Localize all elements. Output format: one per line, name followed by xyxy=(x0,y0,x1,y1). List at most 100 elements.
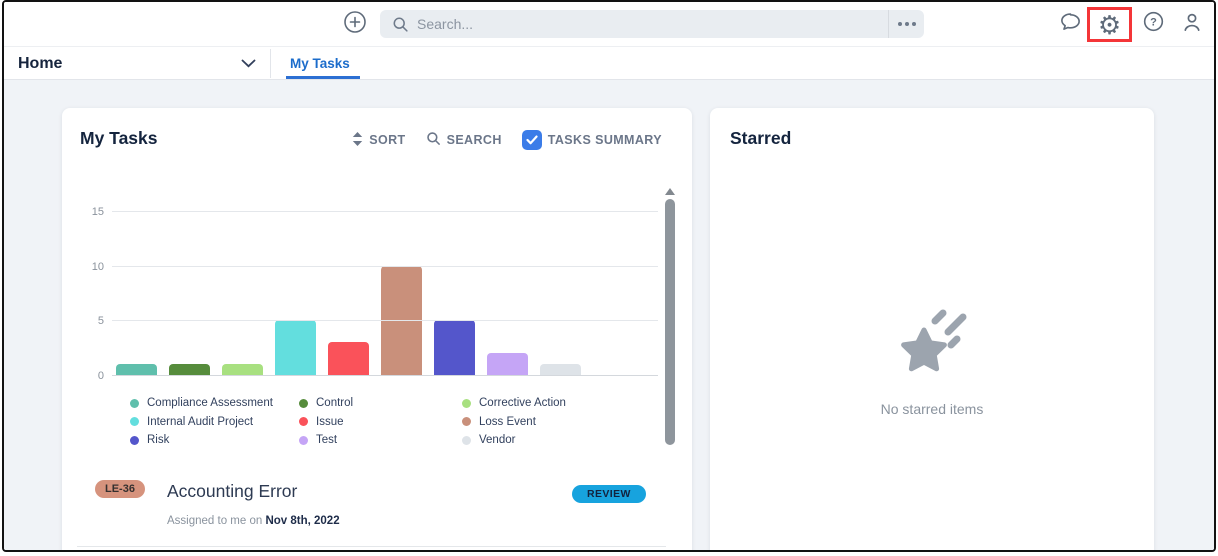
help-circle-icon: ? xyxy=(1142,10,1165,38)
chart-legend: Compliance Assessment Control Corrective A… xyxy=(130,397,566,446)
gridline xyxy=(112,265,658,267)
legend-dot xyxy=(299,417,308,426)
active-tab-underline xyxy=(286,76,360,79)
starred-empty-state: No starred items xyxy=(710,304,1154,417)
legend-item: Internal Audit Project xyxy=(130,416,299,428)
my-tasks-controls: SORT SEARCH TASKS xyxy=(352,130,662,150)
legend-dot xyxy=(130,398,139,408)
topbar: ⚙ ? xyxy=(4,2,1214,46)
search-tasks-button[interactable]: SEARCH xyxy=(426,131,502,149)
legend-dot xyxy=(462,417,471,426)
starred-card: Starred No starred items xyxy=(710,108,1154,550)
bar-loss-event[interactable] xyxy=(381,265,422,375)
legend-item: Test xyxy=(299,434,462,446)
bar-internal-audit-project[interactable] xyxy=(275,320,316,375)
navbar: Home My Tasks xyxy=(4,46,1214,80)
sort-icon xyxy=(352,131,363,149)
user-profile-button[interactable] xyxy=(1173,2,1211,46)
gridline xyxy=(112,375,658,376)
person-icon xyxy=(1180,10,1204,39)
content-area: My Tasks SORT xyxy=(4,81,1214,550)
task-status-badge: REVIEW xyxy=(572,485,646,503)
task-title[interactable]: Accounting Error xyxy=(167,481,298,501)
bar-compliance-assessment[interactable] xyxy=(116,364,157,375)
task-divider xyxy=(77,546,666,547)
bar-corrective-action[interactable] xyxy=(222,364,263,375)
legend-item: Risk xyxy=(130,434,299,446)
scroll-up-icon[interactable] xyxy=(664,188,675,195)
legend-dot xyxy=(299,398,308,408)
gridline xyxy=(112,320,658,322)
global-search xyxy=(380,10,924,38)
legend-item: Vendor xyxy=(462,434,566,446)
y-tick-label: 0 xyxy=(97,370,104,382)
my-tasks-title: My Tasks xyxy=(80,128,158,148)
chat-button[interactable] xyxy=(1052,2,1088,46)
create-button[interactable] xyxy=(338,2,372,46)
tasks-summary-label: TASKS SUMMARY xyxy=(547,133,662,147)
tasks-summary-toggle[interactable]: TASKS SUMMARY xyxy=(521,130,662,150)
legend-label: Compliance Assessment xyxy=(147,397,273,409)
task-assigned-text: Assigned to me on Nov 8th, 2022 xyxy=(167,515,340,527)
check-icon xyxy=(526,135,538,145)
ellipsis-icon xyxy=(897,22,902,26)
bar-risk[interactable] xyxy=(434,320,475,375)
sort-button[interactable]: SORT xyxy=(352,131,406,149)
starred-title: Starred xyxy=(730,128,792,148)
legend-label: Test xyxy=(316,434,338,446)
scrollbar-thumb[interactable] xyxy=(664,199,675,445)
gridline xyxy=(112,211,658,213)
legend-dot xyxy=(462,435,471,445)
help-button[interactable]: ? xyxy=(1135,2,1171,46)
y-tick-label: 15 xyxy=(91,206,104,219)
svg-text:?: ? xyxy=(1150,17,1157,29)
chart-scrollbar[interactable] xyxy=(664,188,675,445)
settings-highlight-box: ⚙ xyxy=(1087,7,1132,42)
legend-label: Vendor xyxy=(479,434,516,446)
assigned-prefix: Assigned to me on xyxy=(167,515,266,527)
legend-item: Compliance Assessment xyxy=(130,397,299,409)
legend-dot xyxy=(130,435,139,445)
legend-item: Control xyxy=(299,397,462,409)
tasks-summary-checkbox[interactable] xyxy=(521,130,542,150)
legend-label: Corrective Action xyxy=(479,397,566,409)
legend-item: Loss Event xyxy=(462,416,566,428)
starred-empty-text: No starred items xyxy=(880,401,984,417)
legend-label: Loss Event xyxy=(479,415,536,428)
bar-control[interactable] xyxy=(169,364,210,375)
assigned-date: Nov 8th, 2022 xyxy=(265,515,340,527)
nav-divider xyxy=(270,49,271,78)
task-id-badge: LE-36 xyxy=(95,480,145,498)
gear-icon[interactable]: ⚙ xyxy=(1097,9,1122,40)
bar-vendor[interactable] xyxy=(540,364,581,375)
bar-chart-grid xyxy=(112,196,658,376)
my-tasks-card: My Tasks SORT xyxy=(62,108,692,550)
home-dropdown[interactable]: Home xyxy=(4,47,270,80)
sort-label: SORT xyxy=(369,133,406,147)
legend-label: Risk xyxy=(147,434,170,446)
legend-dot xyxy=(130,417,139,426)
legend-label: Control xyxy=(316,397,354,409)
search-input[interactable] xyxy=(417,16,888,32)
chat-bubble-icon xyxy=(1059,10,1082,38)
shooting-star-icon xyxy=(894,304,970,387)
chevron-down-icon xyxy=(241,55,256,73)
y-tick-label: 5 xyxy=(97,315,104,328)
legend-item: Corrective Action xyxy=(462,397,566,409)
legend-dot xyxy=(299,435,308,445)
bar-issue[interactable] xyxy=(328,342,369,375)
legend-label: Internal Audit Project xyxy=(147,415,254,428)
search-options-button[interactable] xyxy=(888,10,924,38)
legend-label: Issue xyxy=(316,415,344,428)
legend-dot xyxy=(462,398,471,408)
tab-my-tasks[interactable]: My Tasks xyxy=(286,47,354,80)
search-icon xyxy=(426,131,441,149)
bar-test[interactable] xyxy=(487,353,528,375)
bars xyxy=(116,265,581,375)
y-tick-label: 10 xyxy=(91,260,104,273)
search-label: SEARCH xyxy=(446,133,502,147)
home-label: Home xyxy=(18,54,63,72)
search-icon xyxy=(392,16,409,33)
y-axis-labels: 0 5 10 15 xyxy=(62,196,104,382)
